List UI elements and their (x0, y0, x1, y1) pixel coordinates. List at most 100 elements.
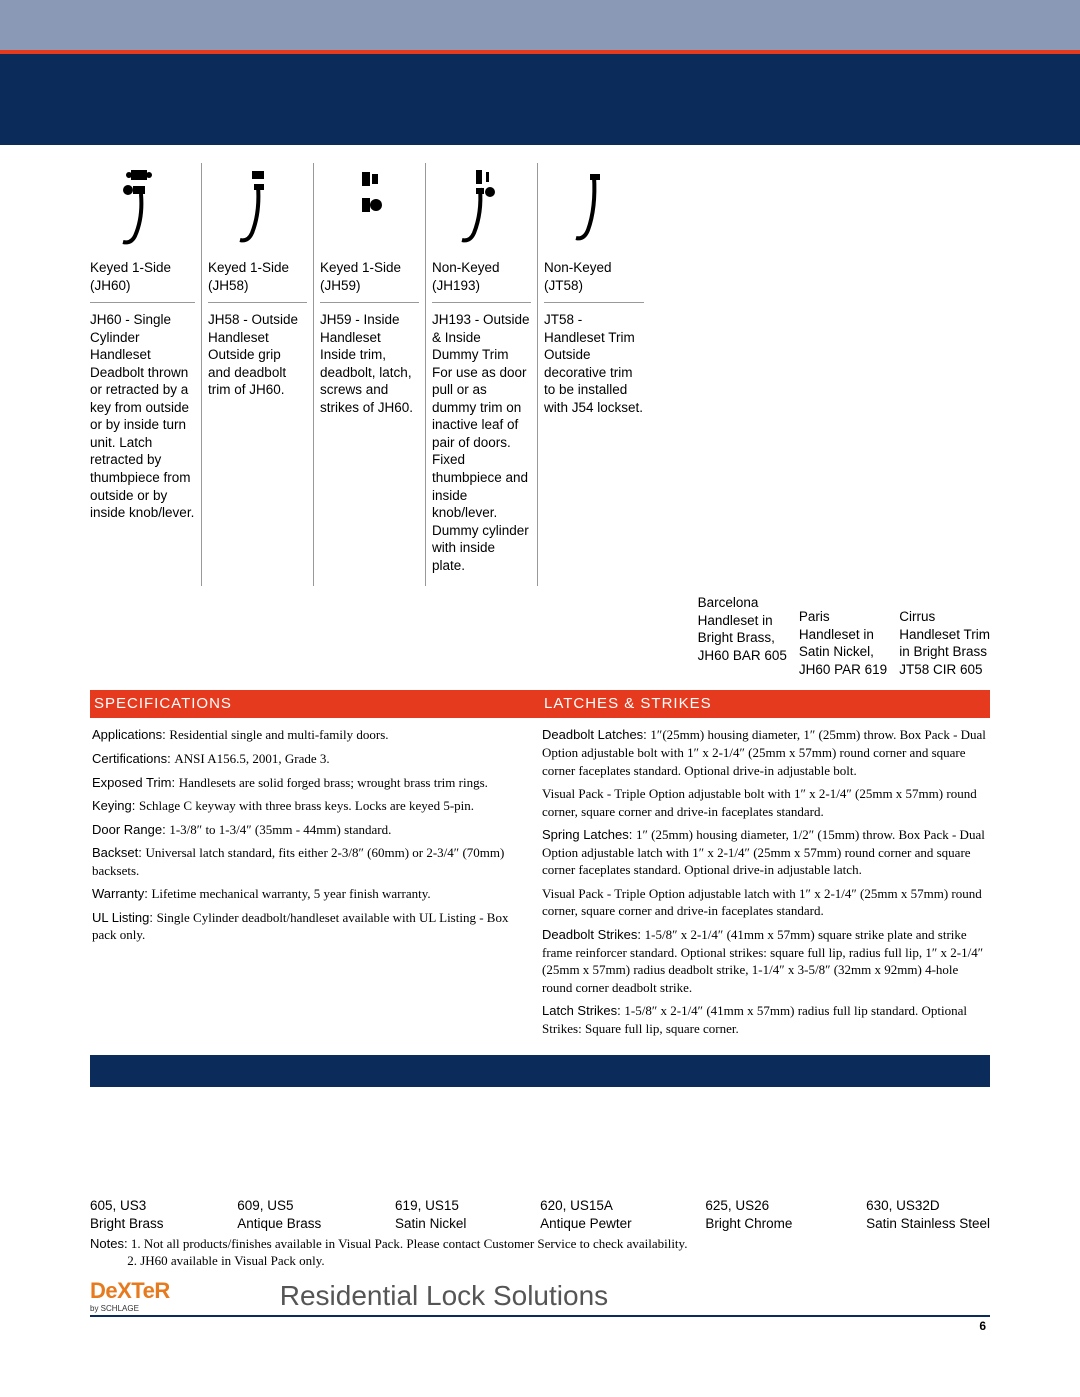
logo-subtext: by SCHLAGE (90, 1304, 170, 1313)
latch-item: Visual Pack - Triple Option adjustable b… (542, 785, 988, 820)
finish-item: 620, US15AAntique Pewter (540, 1197, 632, 1232)
product-col: Keyed 1-Side (JH60) JH60 - Single Cylind… (90, 163, 202, 586)
spec-text: Visual Pack - Triple Option adjustable b… (542, 786, 977, 819)
spec-item: Applications: Residential single and mul… (92, 726, 520, 744)
product-icon (208, 163, 307, 253)
spec-label: Deadbolt Latches: (542, 727, 647, 742)
product-title-l2: (JH60) (90, 277, 195, 295)
product-col: Non-Keyed (JH193) JH193 - Outside & Insi… (426, 163, 538, 586)
notes-label: Notes: (90, 1236, 128, 1251)
latch-item: Deadbolt Strikes: 1-5/8″ x 2-1/4″ (41mm … (542, 926, 988, 996)
note-line: 2. JH60 available in Visual Pack only. (127, 1253, 324, 1268)
hs-line: Satin Nickel, (799, 643, 887, 661)
logo-text: DeXTeR (90, 1278, 170, 1303)
product-title-l1: Non-Keyed (432, 259, 531, 277)
product-title-l1: Keyed 1-Side (90, 259, 195, 277)
hs-line: Paris (799, 608, 887, 626)
product-icon (320, 163, 419, 253)
latch-item: Visual Pack - Triple Option adjustable l… (542, 885, 988, 920)
finish-code: 620, US15A (540, 1197, 632, 1215)
finish-name: Antique Pewter (540, 1215, 632, 1233)
notes-block: Notes: 1. Not all products/finishes avai… (90, 1236, 990, 1270)
spec-label: Deadbolt Strikes: (542, 927, 641, 942)
finish-name: Satin Stainless Steel (866, 1215, 990, 1233)
spec-label: Keying: (92, 798, 135, 813)
hs-line: in Bright Brass (899, 643, 990, 661)
handleset-examples: Barcelona Handleset in Bright Brass, JH6… (90, 594, 990, 678)
handleset-col: Barcelona Handleset in Bright Brass, JH6… (698, 594, 799, 678)
spec-item: Exposed Trim: Handlesets are solid forge… (92, 774, 520, 792)
product-icon (432, 163, 531, 253)
product-desc: JH60 - Single Cylinder Handleset Deadbol… (90, 302, 195, 522)
spec-text: Universal latch standard, fits either 2-… (92, 845, 504, 878)
spec-text: ANSI A156.5, 2001, Grade 3. (174, 751, 329, 766)
finish-item: 625, US26Bright Chrome (705, 1197, 792, 1232)
product-row: Keyed 1-Side (JH60) JH60 - Single Cylind… (90, 163, 990, 586)
finish-item: 630, US32DSatin Stainless Steel (866, 1197, 990, 1232)
spec-item: Certifications: ANSI A156.5, 2001, Grade… (92, 750, 520, 768)
product-icon (544, 163, 644, 253)
finish-name: Satin Nickel (395, 1215, 466, 1233)
latch-item: Spring Latches: 1″ (25mm) housing diamet… (542, 826, 988, 879)
section-header-bar: SPECIFICATIONS LATCHES & STRIKES (90, 690, 990, 718)
finish-name: Antique Brass (237, 1215, 321, 1233)
spec-label: Warranty: (92, 886, 148, 901)
product-col: Keyed 1-Side (JH58) JH58 - Outside Handl… (202, 163, 314, 586)
hs-line: Barcelona (698, 594, 787, 612)
spec-item: UL Listing: Single Cylinder deadbolt/han… (92, 909, 520, 944)
hs-line: JH60 PAR 619 (799, 661, 887, 679)
finish-code: 609, US5 (237, 1197, 321, 1215)
finish-code: 630, US32D (866, 1197, 990, 1215)
product-title-l2: (JH193) (432, 277, 531, 295)
spec-label: Certifications: (92, 751, 171, 766)
product-title-l1: Non-Keyed (544, 259, 644, 277)
hs-line: Handleset in (698, 612, 787, 630)
product-desc: JH59 - Inside Handleset Inside trim, dea… (320, 302, 419, 416)
hs-line: Handleset in (799, 626, 887, 644)
finish-name: Bright Chrome (705, 1215, 792, 1233)
hs-line: JT58 CIR 605 (899, 661, 990, 679)
product-title-l1: Keyed 1-Side (320, 259, 419, 277)
finish-code: 619, US15 (395, 1197, 466, 1215)
product-desc: JT58 - Handleset Trim Outside decorative… (544, 302, 644, 416)
product-desc: JH193 - Outside & Inside Dummy Trim For … (432, 302, 531, 574)
specifications-column: Applications: Residential single and mul… (90, 718, 540, 1051)
hs-line: Cirrus (899, 608, 990, 626)
header-gray-band (0, 0, 1080, 50)
spec-label: Latch Strikes: (542, 1003, 621, 1018)
finish-item: 619, US15Satin Nickel (395, 1197, 466, 1232)
hs-line: Handleset Trim (899, 626, 990, 644)
product-title-l2: (JH58) (208, 277, 307, 295)
header-navy-band (0, 50, 1080, 145)
page-number: 6 (90, 1319, 990, 1333)
spec-text: Visual Pack - Triple Option adjustable l… (542, 886, 982, 919)
product-col: Non-Keyed (JT58) JT58 - Handleset Trim O… (538, 163, 650, 586)
spec-item: Warranty: Lifetime mechanical warranty, … (92, 885, 520, 903)
product-title-l1: Keyed 1-Side (208, 259, 307, 277)
finish-code: 625, US26 (705, 1197, 792, 1215)
product-icon (90, 163, 195, 253)
latch-item: Deadbolt Latches: 1″(25mm) housing diame… (542, 726, 988, 779)
spec-text: Schlage C keyway with three brass keys. … (139, 798, 474, 813)
product-title-l2: (JT58) (544, 277, 644, 295)
spec-text: 1-3/8″ to 1-3/4″ (35mm - 44mm) standard. (169, 822, 391, 837)
spec-label: Applications: (92, 727, 166, 742)
spec-text: Residential single and multi-family door… (169, 727, 388, 742)
spec-label: Door Range: (92, 822, 166, 837)
latch-item: Latch Strikes: 1-5/8″ x 2-1/4″ (41mm x 5… (542, 1002, 988, 1037)
note-line: 1. Not all products/finishes available i… (131, 1236, 688, 1251)
hs-line: JH60 BAR 605 (698, 647, 787, 665)
product-col: Keyed 1-Side (JH59) JH59 - Inside Handle… (314, 163, 426, 586)
spec-text: Single Cylinder deadbolt/handleset avail… (92, 910, 508, 943)
finish-code: 605, US3 (90, 1197, 164, 1215)
latches-header: LATCHES & STRIKES (540, 690, 990, 718)
spec-text: Lifetime mechanical warranty, 5 year fin… (151, 886, 430, 901)
spec-label: UL Listing: (92, 910, 153, 925)
spec-text: Handlesets are solid forged brass; wroug… (179, 775, 488, 790)
slogan: Residential Lock Solutions (280, 1280, 608, 1312)
latches-column: Deadbolt Latches: 1″(25mm) housing diame… (540, 718, 990, 1051)
finish-item: 605, US3Bright Brass (90, 1197, 164, 1232)
brand-logo: DeXTeR by SCHLAGE (90, 1278, 170, 1313)
finishes-row: 605, US3Bright Brass 609, US5Antique Bras… (90, 1197, 990, 1232)
specs-header: SPECIFICATIONS (90, 690, 540, 718)
